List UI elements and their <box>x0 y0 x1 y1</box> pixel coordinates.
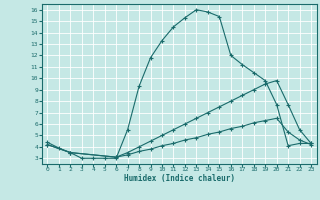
X-axis label: Humidex (Indice chaleur): Humidex (Indice chaleur) <box>124 174 235 183</box>
